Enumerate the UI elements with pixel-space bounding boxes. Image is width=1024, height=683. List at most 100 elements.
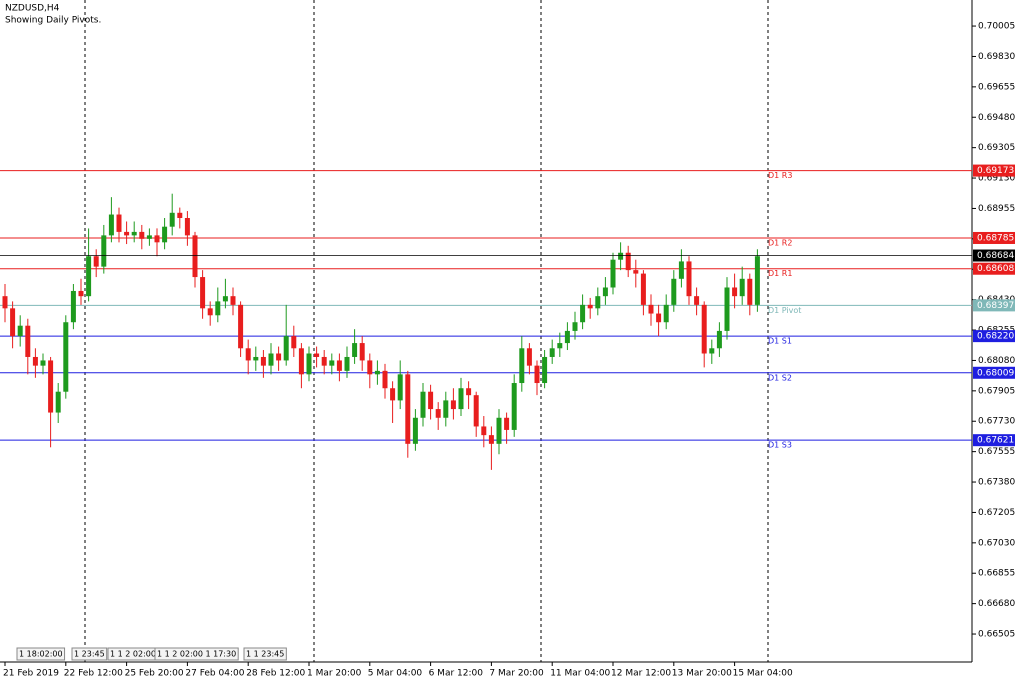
bottom-tag: 1 23:45	[74, 650, 105, 659]
price-tag	[973, 262, 1015, 275]
candle-body	[526, 348, 532, 366]
candle-body	[732, 287, 738, 297]
candle-body	[63, 322, 69, 392]
candle-body	[397, 374, 403, 401]
y-tick-label: 0.67905	[978, 386, 1015, 396]
candle-body	[542, 356, 548, 384]
candle-body	[656, 313, 662, 323]
bottom-tag: 1 1 2 02:00 1 17:30	[157, 650, 236, 659]
candle-body	[420, 391, 426, 418]
x-tick-label: 27 Feb 04:00	[185, 669, 244, 679]
candle-body	[2, 296, 8, 309]
candle-body	[306, 353, 312, 375]
bottom-tag-box	[16, 647, 66, 661]
candle-body	[443, 400, 449, 418]
candle-body	[253, 356, 259, 361]
candle-body	[93, 256, 99, 267]
x-tick-label: 11 Mar 04:00	[550, 669, 610, 679]
chart-title: NZDUSD,H4	[5, 4, 60, 14]
candle-body	[222, 296, 228, 302]
candle-body	[268, 353, 274, 366]
candle-body	[519, 348, 525, 384]
bottom-tag: 1 1 23:45	[246, 650, 284, 659]
x-tick-label: 25 Feb 20:00	[125, 669, 184, 679]
candle-body	[314, 353, 320, 357]
y-tick-label: 0.70005	[978, 22, 1015, 32]
candle-body	[473, 395, 479, 427]
candle-body	[291, 336, 297, 349]
bottom-tag-box	[243, 647, 287, 661]
candle-body	[534, 365, 540, 384]
candle-body	[40, 360, 46, 366]
x-tick-label: 12 Mar 12:00	[611, 669, 671, 679]
bottom-tag-box	[71, 647, 108, 661]
y-tick-label: 0.67380	[978, 478, 1015, 488]
candle-body	[329, 360, 335, 366]
price-tag-label: 0.68009	[977, 368, 1014, 378]
candle-body	[450, 400, 456, 410]
candle-body	[215, 301, 221, 316]
candle-body	[336, 360, 342, 371]
candle-body	[496, 417, 502, 444]
price-tag-label: 0.68397	[977, 301, 1014, 311]
y-tick-label: 0.68080	[978, 356, 1015, 366]
candle-body	[192, 235, 198, 278]
price-tag-label: 0.68684	[977, 251, 1014, 261]
candle-body	[184, 218, 190, 236]
candle-body	[587, 304, 593, 309]
x-tick-label: 28 Feb 12:00	[246, 669, 305, 679]
x-tick-label: 1 Mar 20:00	[307, 669, 362, 679]
candle-body	[116, 214, 122, 232]
price-tag	[973, 164, 1015, 177]
candle-body	[671, 278, 677, 305]
candle-body	[466, 388, 472, 396]
candle-body	[435, 409, 441, 418]
candle-body	[32, 356, 38, 366]
y-tick-label: 0.66680	[978, 599, 1015, 609]
candle-body	[359, 343, 365, 361]
candle-body	[390, 388, 396, 401]
candle-body	[78, 290, 84, 297]
y-tick-label: 0.66505	[978, 630, 1015, 640]
candle-body	[663, 304, 669, 323]
candle-body	[701, 304, 707, 354]
x-tick-label: 13 Mar 20:00	[672, 669, 732, 679]
x-tick-label: 22 Feb 12:00	[64, 669, 123, 679]
price-tag	[973, 299, 1015, 312]
x-tick-label: 7 Mar 20:00	[489, 669, 544, 679]
candle-body	[602, 287, 608, 297]
candle-body	[298, 348, 304, 375]
pivot-name: D1 R3	[768, 171, 792, 180]
x-tick-label: 6 Mar 12:00	[429, 669, 484, 679]
y-tick-label: 0.67730	[978, 417, 1015, 427]
candle-body	[86, 256, 92, 297]
candle-body	[374, 370, 380, 375]
candle-body	[154, 235, 160, 243]
candle-body	[70, 290, 76, 323]
candle-body	[648, 304, 654, 314]
candle-body	[131, 231, 137, 236]
candle-body	[405, 374, 411, 444]
candle-body	[633, 270, 639, 274]
candle-body	[101, 235, 107, 267]
y-tick-label: 0.69480	[978, 113, 1015, 123]
price-tag-label: 0.67621	[977, 436, 1014, 446]
y-tick-label: 0.69655	[978, 82, 1015, 92]
y-tick-label: 0.69130	[978, 174, 1015, 184]
period-separators	[84, 0, 769, 662]
pivot-name: D1 R1	[768, 269, 792, 278]
x-tick-label: 21 Feb 2019	[3, 669, 59, 679]
candle-body	[488, 435, 494, 444]
candle-body	[169, 212, 175, 227]
candle-body	[177, 212, 183, 219]
candle-body	[458, 388, 464, 410]
candle-body	[754, 256, 760, 305]
candle-body	[694, 296, 700, 305]
pivot-name: D1 S3	[768, 441, 792, 450]
candle-body	[595, 296, 601, 309]
candle-body	[716, 330, 722, 349]
candle-body	[580, 304, 586, 323]
candle-body	[747, 278, 753, 305]
candle-body	[572, 322, 578, 331]
y-tick-label: 0.69830	[978, 52, 1015, 62]
